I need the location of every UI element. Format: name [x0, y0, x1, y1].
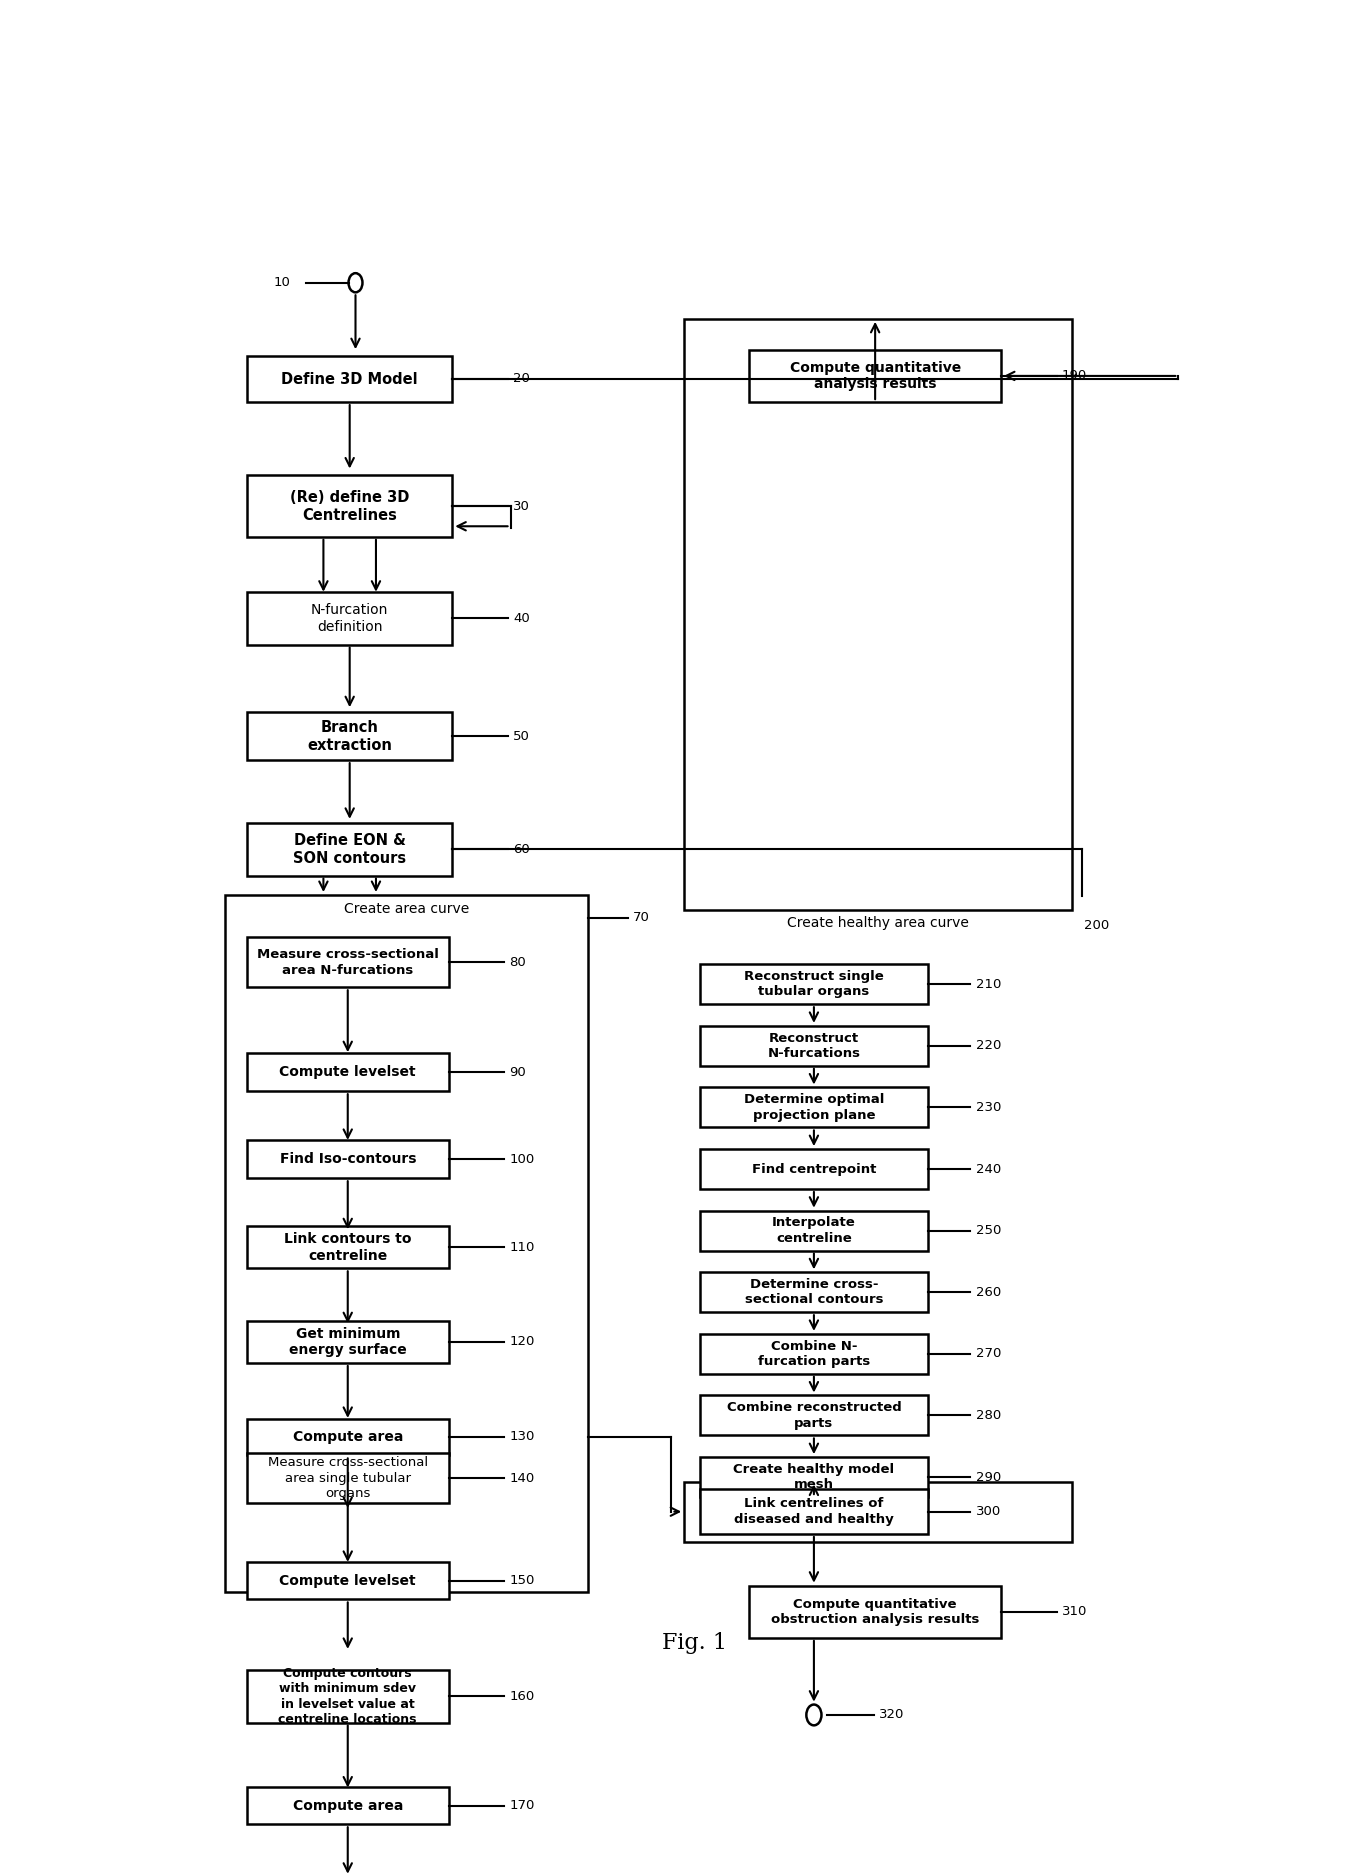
Text: 250: 250	[975, 1224, 1001, 1238]
Text: 70: 70	[633, 911, 650, 924]
Circle shape	[807, 1704, 822, 1725]
FancyBboxPatch shape	[247, 1140, 449, 1178]
Text: Determine optimal
projection plane: Determine optimal projection plane	[743, 1093, 884, 1121]
FancyBboxPatch shape	[247, 1787, 449, 1824]
Text: 230: 230	[975, 1101, 1001, 1114]
Text: Create healthy area curve: Create healthy area curve	[786, 915, 968, 930]
Text: 20: 20	[514, 373, 530, 386]
Text: 150: 150	[510, 1575, 534, 1588]
FancyBboxPatch shape	[247, 1453, 449, 1504]
Text: Compute quantitative
analysis results: Compute quantitative analysis results	[789, 360, 961, 392]
FancyBboxPatch shape	[247, 938, 449, 988]
FancyBboxPatch shape	[700, 1273, 929, 1312]
Text: 80: 80	[510, 956, 526, 969]
FancyBboxPatch shape	[247, 474, 453, 536]
Text: Measure cross-sectional
area N-furcations: Measure cross-sectional area N-furcation…	[256, 949, 439, 977]
FancyBboxPatch shape	[750, 351, 1001, 401]
Text: Link contours to
centreline: Link contours to centreline	[283, 1232, 411, 1262]
Text: Define 3D Model: Define 3D Model	[282, 371, 418, 386]
FancyBboxPatch shape	[247, 1562, 449, 1599]
Text: 110: 110	[510, 1241, 534, 1254]
Text: Link centrelines of
diseased and healthy: Link centrelines of diseased and healthy	[734, 1498, 894, 1526]
FancyBboxPatch shape	[247, 1320, 449, 1363]
FancyBboxPatch shape	[683, 1481, 1071, 1541]
FancyBboxPatch shape	[247, 1419, 449, 1455]
Text: 290: 290	[975, 1470, 1001, 1483]
Text: 50: 50	[514, 729, 530, 742]
Text: 60: 60	[514, 844, 530, 857]
Text: Compute area: Compute area	[293, 1798, 403, 1813]
Text: Define EON &
SON contours: Define EON & SON contours	[293, 832, 407, 866]
Text: 120: 120	[510, 1335, 534, 1348]
Text: Reconstruct
N-furcations: Reconstruct N-furcations	[767, 1031, 861, 1059]
FancyBboxPatch shape	[700, 1333, 929, 1374]
Text: Compute area: Compute area	[293, 1431, 403, 1444]
Circle shape	[348, 274, 362, 292]
Text: Compute quantitative
obstruction analysis results: Compute quantitative obstruction analysi…	[772, 1598, 979, 1626]
Text: Reconstruct single
tubular organs: Reconstruct single tubular organs	[744, 969, 884, 999]
FancyBboxPatch shape	[247, 712, 453, 759]
Text: 30: 30	[514, 499, 530, 512]
Text: Find centrepoint: Find centrepoint	[751, 1162, 876, 1176]
Text: 200: 200	[1085, 919, 1109, 932]
Text: Combine reconstructed
parts: Combine reconstructed parts	[727, 1401, 902, 1429]
FancyBboxPatch shape	[700, 964, 929, 1005]
FancyBboxPatch shape	[700, 1395, 929, 1436]
Text: 220: 220	[975, 1039, 1001, 1052]
FancyBboxPatch shape	[247, 823, 453, 876]
Text: Get minimum
energy surface: Get minimum energy surface	[289, 1326, 407, 1358]
Text: 240: 240	[975, 1162, 1001, 1176]
Text: Interpolate
centreline: Interpolate centreline	[772, 1217, 856, 1245]
Text: 90: 90	[510, 1065, 526, 1078]
Text: (Re) define 3D
Centrelines: (Re) define 3D Centrelines	[290, 489, 410, 523]
Text: 280: 280	[975, 1408, 1001, 1421]
FancyBboxPatch shape	[700, 1149, 929, 1189]
Text: Combine N-
furcation parts: Combine N- furcation parts	[758, 1339, 871, 1369]
FancyBboxPatch shape	[750, 1586, 1001, 1639]
Text: 140: 140	[510, 1472, 534, 1485]
FancyBboxPatch shape	[700, 1026, 929, 1065]
Text: Determine cross-
sectional contours: Determine cross- sectional contours	[744, 1279, 883, 1307]
Text: 300: 300	[975, 1506, 1001, 1519]
FancyBboxPatch shape	[225, 894, 589, 1592]
Text: 130: 130	[510, 1431, 534, 1444]
FancyBboxPatch shape	[247, 1226, 449, 1268]
Text: 270: 270	[975, 1348, 1001, 1361]
FancyBboxPatch shape	[683, 319, 1071, 909]
FancyBboxPatch shape	[247, 356, 453, 401]
Text: 160: 160	[510, 1689, 534, 1702]
Text: N-furcation
definition: N-furcation definition	[311, 604, 388, 634]
Text: Fig. 1: Fig. 1	[663, 1631, 727, 1654]
Text: 310: 310	[1062, 1605, 1088, 1618]
Text: Branch
extraction: Branch extraction	[308, 720, 392, 752]
Text: Find Iso-contours: Find Iso-contours	[279, 1151, 416, 1166]
Text: Create healthy model
mesh: Create healthy model mesh	[734, 1462, 895, 1491]
FancyBboxPatch shape	[247, 1052, 449, 1091]
Text: 210: 210	[975, 977, 1001, 990]
Text: 100: 100	[510, 1153, 534, 1166]
FancyBboxPatch shape	[700, 1489, 929, 1534]
FancyBboxPatch shape	[700, 1211, 929, 1251]
Text: 190: 190	[1062, 369, 1088, 382]
FancyBboxPatch shape	[247, 1671, 449, 1723]
FancyBboxPatch shape	[700, 1457, 929, 1496]
Text: 10: 10	[274, 276, 290, 289]
Text: Create area curve: Create area curve	[344, 902, 469, 915]
Text: 260: 260	[975, 1286, 1001, 1299]
Text: Measure cross-sectional
area single tubular
organs: Measure cross-sectional area single tubu…	[267, 1457, 427, 1500]
Text: Compute levelset: Compute levelset	[279, 1573, 416, 1588]
Text: Compute levelset: Compute levelset	[279, 1065, 416, 1078]
FancyBboxPatch shape	[247, 592, 453, 645]
Text: 320: 320	[879, 1708, 904, 1721]
FancyBboxPatch shape	[700, 1088, 929, 1127]
Text: 170: 170	[510, 1800, 534, 1813]
Text: 40: 40	[514, 611, 530, 624]
Text: Compute contours
with minimum sdev
in levelset value at
centreline locations: Compute contours with minimum sdev in le…	[278, 1667, 418, 1727]
